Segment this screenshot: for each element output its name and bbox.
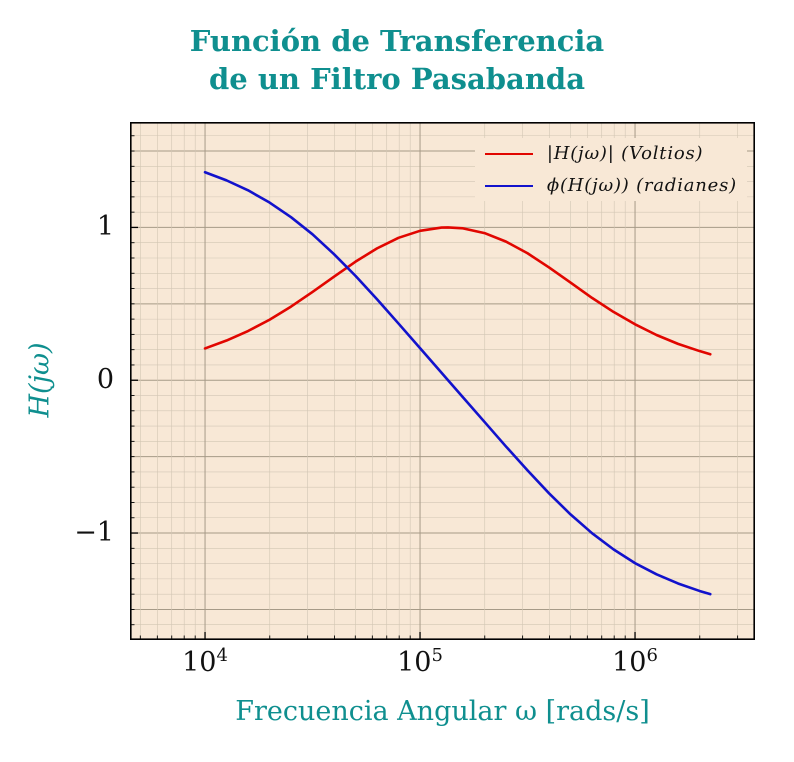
y-tick-neg1: −1	[74, 517, 114, 549]
chart-title-line2: de un Filtro Pasabanda	[209, 62, 585, 96]
legend-label-magnitude: |H(jω)| (Voltios)	[546, 143, 704, 164]
chart-title-line1: Función de Transferencia	[189, 24, 605, 58]
legend-line-phase-icon	[484, 184, 533, 187]
y-tick-0: 0	[96, 364, 114, 396]
x-tick-10e5: 105	[397, 645, 443, 678]
x-tick-10e6: 106	[612, 645, 658, 678]
plot-canvas	[130, 122, 755, 640]
legend-label-phase: ϕ(H(jω)) (radianes)	[546, 175, 737, 196]
x-axis-label: Frecuencia Angular ω [rads/s]	[235, 696, 650, 727]
legend-line-magnitude-icon	[484, 152, 533, 155]
y-axis-label: H(jω)	[24, 342, 56, 418]
plot-area: |H(jω)| (Voltios) ϕ(H(jω)) (radianes)	[130, 122, 755, 640]
y-tick-1: 1	[96, 211, 114, 243]
legend-item-magnitude: |H(jω)| (Voltios)	[484, 143, 737, 164]
legend-item-phase: ϕ(H(jω)) (radianes)	[484, 175, 737, 196]
chart-title: Función de Transferencia de un Filtro Pa…	[0, 22, 794, 98]
legend: |H(jω)| (Voltios) ϕ(H(jω)) (radianes)	[474, 138, 747, 201]
x-tick-10e4: 104	[182, 645, 228, 678]
